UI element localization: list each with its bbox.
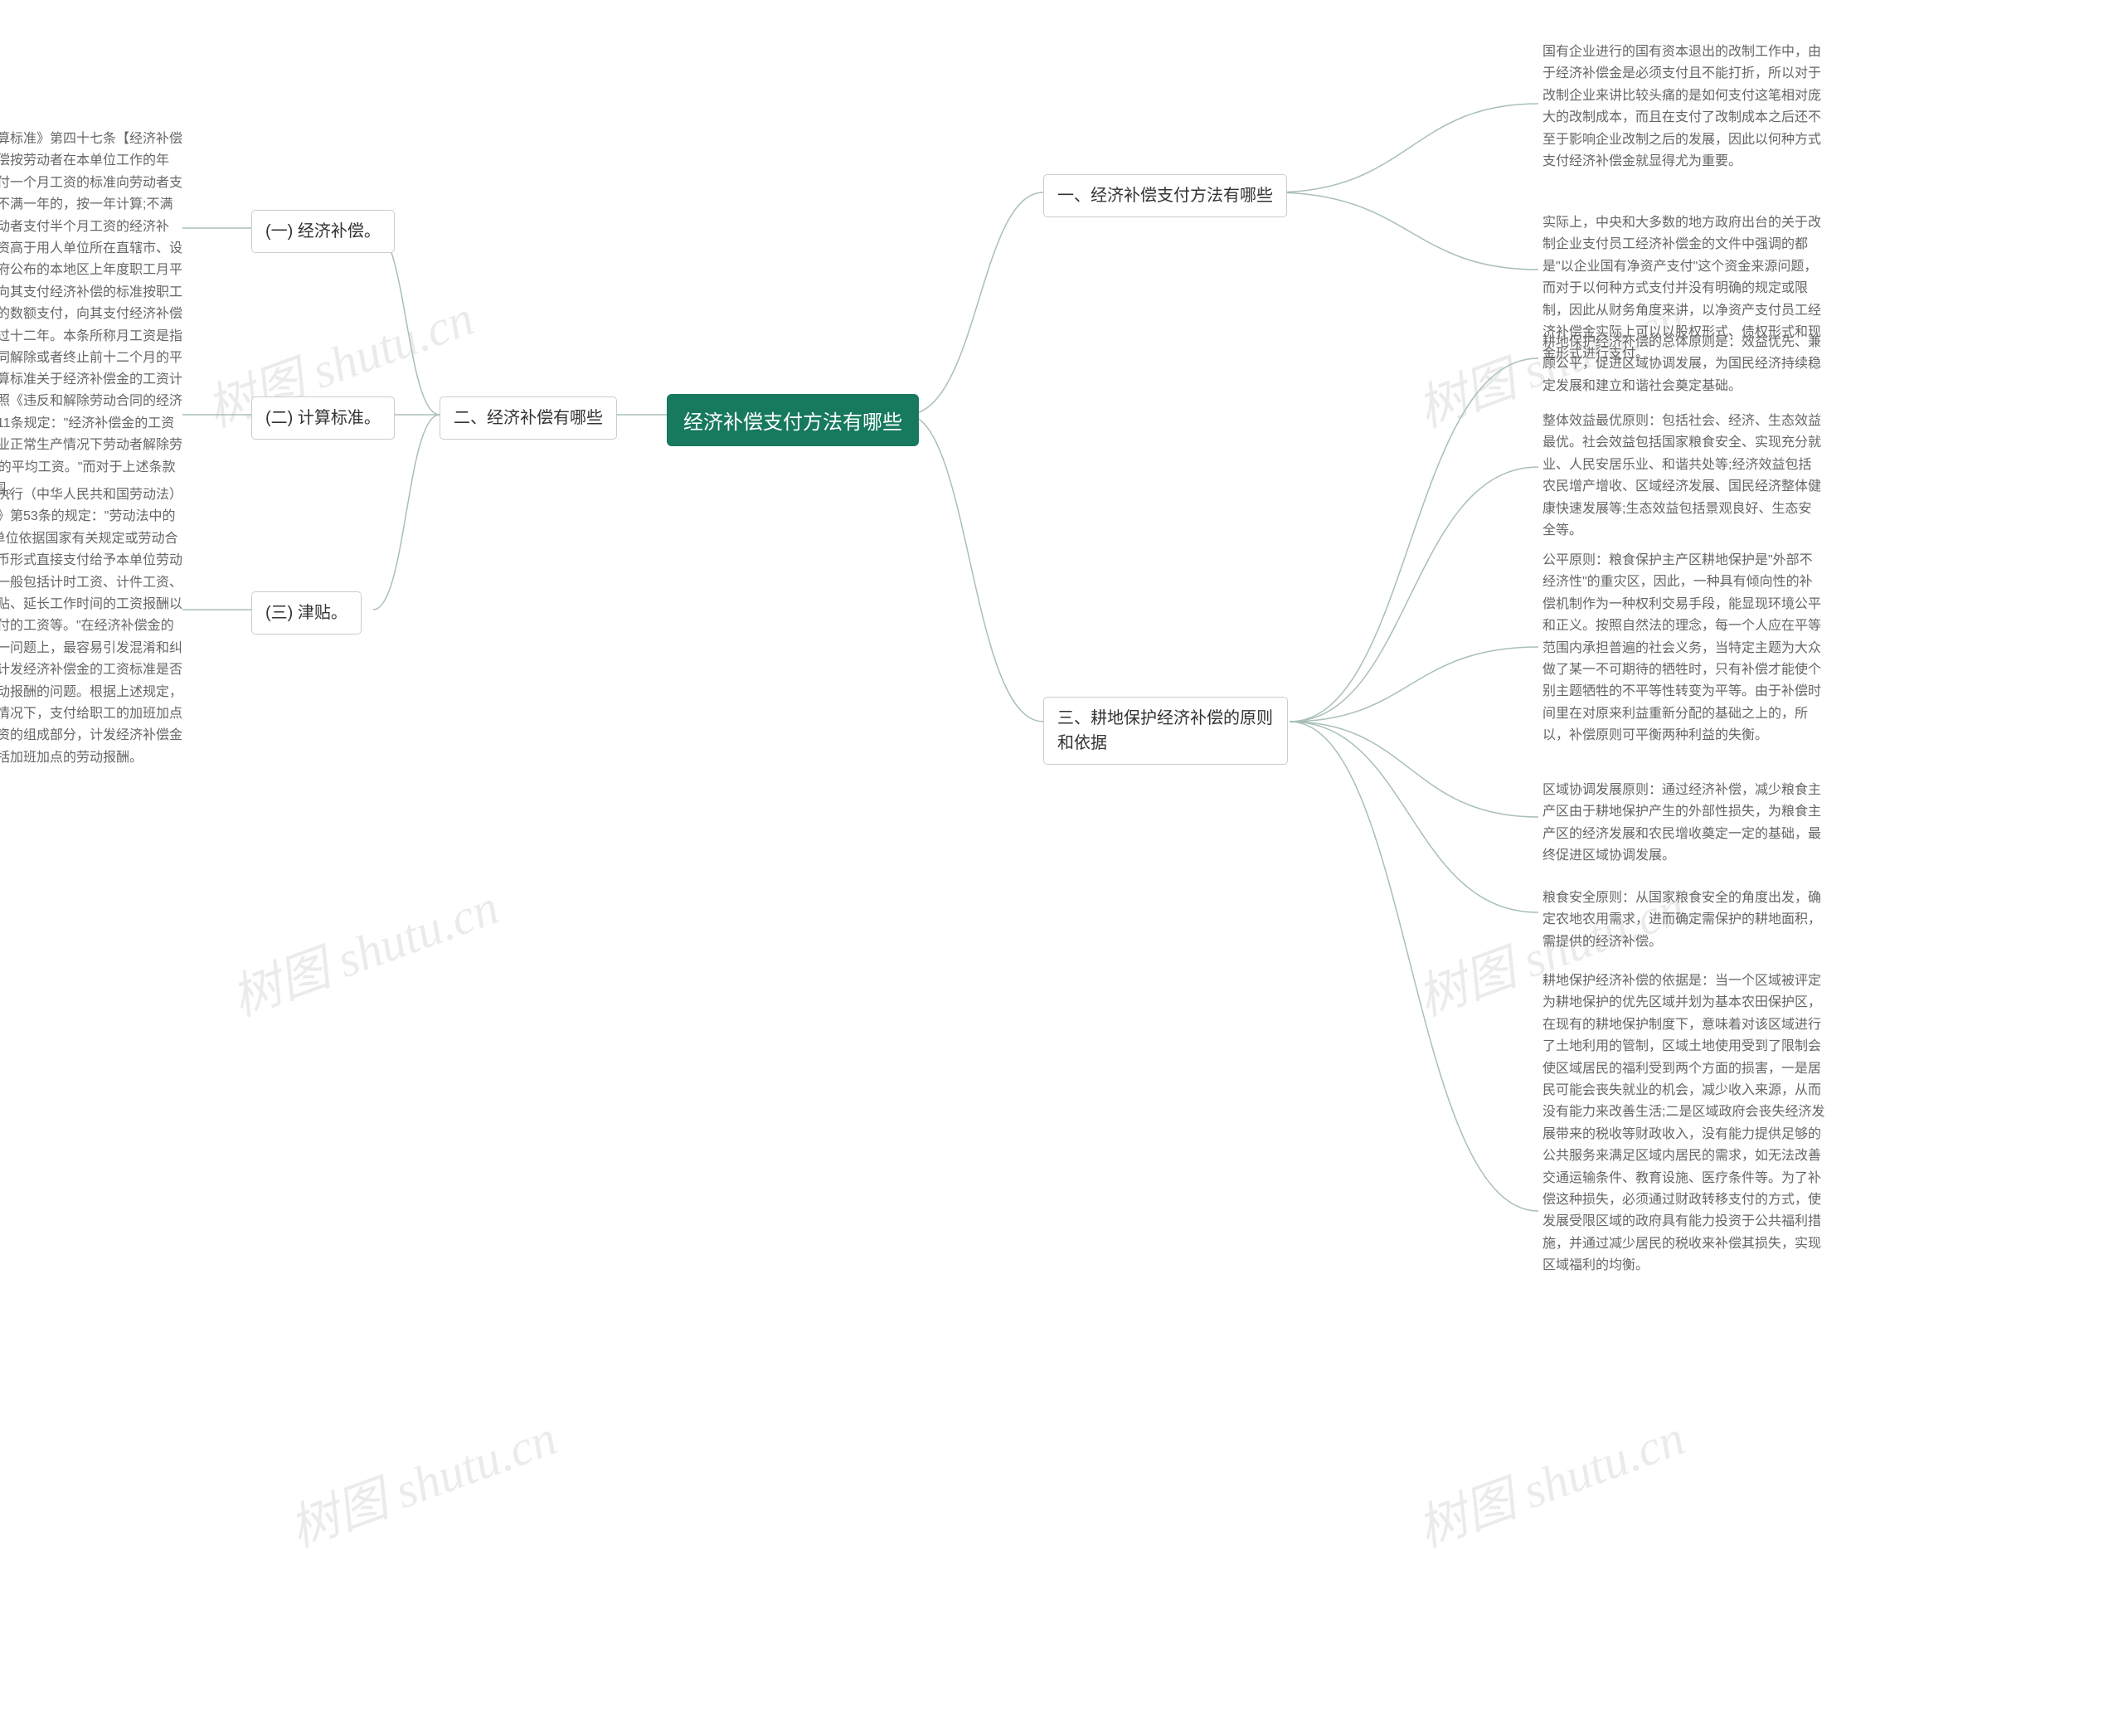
branch-left-1: 二、经济补偿有哪些 [440, 396, 617, 440]
branch-right-1: 一、经济补偿支付方法有哪些 [1043, 174, 1287, 217]
leaf-r2-4: 区域协调发展原则：通过经济补偿，减少粮食主产区由于耕地保护产生的外部性损失，为粮… [1542, 780, 1824, 868]
leaf-l3: 按照《关于贯彻执行（中华人民共和国劳动法）若干问题的意见》第53条的规定："劳动… [0, 484, 186, 769]
leaf-r1-1: 国有企业进行的国有资本退出的改制工作中，由于经济补偿金是必须支付且不能打折，所以… [1542, 41, 1824, 173]
leaf-l1: 《经济补偿金计算标准》第四十七条【经济补偿的计算】经济补偿按劳动者在本单位工作的… [0, 129, 186, 391]
leaf-r2-6: 耕地保护经济补偿的依据是：当一个区域被评定为耕地保护的优先区域并划为基本农田保护… [1542, 970, 1829, 1276]
leaf-r2-1: 耕地保护经济补偿的总体原则是：效益优先、兼顾公平，促进区域协调发展，为国民经济持… [1542, 332, 1824, 397]
watermark: 树图 shutu.cn [220, 867, 507, 1030]
leaf-l2: 补偿金中工资计算标准关于经济补偿金的工资计算标准问题，按照《违反和解除劳动合同的… [0, 369, 186, 500]
leaf-r2-2: 整体效益最优原则：包括社会、经济、生态效益最优。社会效益包括国家粮食安全、实现充… [1542, 411, 1824, 542]
leaf-r2-3: 公平原则：粮食保护主产区耕地保护是"外部不经济性"的重灾区，因此，一种具有倾向性… [1542, 550, 1824, 747]
leaf-r2-5: 粮食安全原则：从国家粮食安全的角度出发，确定农地农用需求，进而确定需保护的耕地面… [1542, 887, 1824, 953]
branch-left-1-1: (一) 经济补偿。 [251, 210, 395, 253]
branch-left-1-3: (三) 津贴。 [251, 591, 362, 635]
root-node: 经济补偿支付方法有哪些 [667, 394, 919, 446]
watermark: 树图 shutu.cn [1406, 1398, 1693, 1561]
branch-right-2: 三、耕地保护经济补偿的原则和依据 [1043, 697, 1288, 765]
branch-left-1-2: (二) 计算标准。 [251, 396, 395, 440]
watermark: 树图 shutu.cn [278, 1398, 565, 1561]
